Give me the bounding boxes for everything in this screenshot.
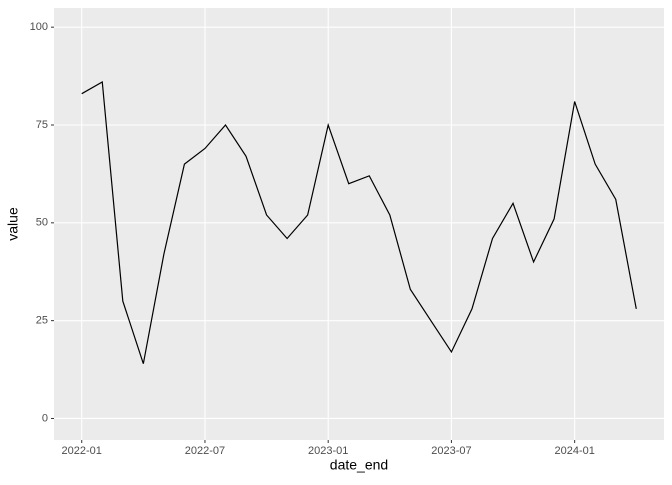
x-tick-label: 2022-01 [62, 445, 102, 457]
y-tick-label: 0 [42, 412, 48, 424]
y-tick-label: 50 [36, 217, 48, 229]
data-line [81, 80, 637, 364]
x-tick-label: 2023-01 [308, 445, 348, 457]
y-axis-title: value [5, 207, 21, 241]
x-axis-title: date_end [330, 457, 388, 473]
y-tick-label: 75 [36, 119, 48, 131]
panel [54, 8, 664, 440]
x-tick-label: 2024-01 [554, 445, 594, 457]
x-tick-label: 2023-07 [431, 445, 471, 457]
x-tick-label: 2022-07 [185, 445, 225, 457]
y-tick-label: 25 [36, 315, 48, 327]
y-tick-label: 100 [30, 21, 48, 33]
